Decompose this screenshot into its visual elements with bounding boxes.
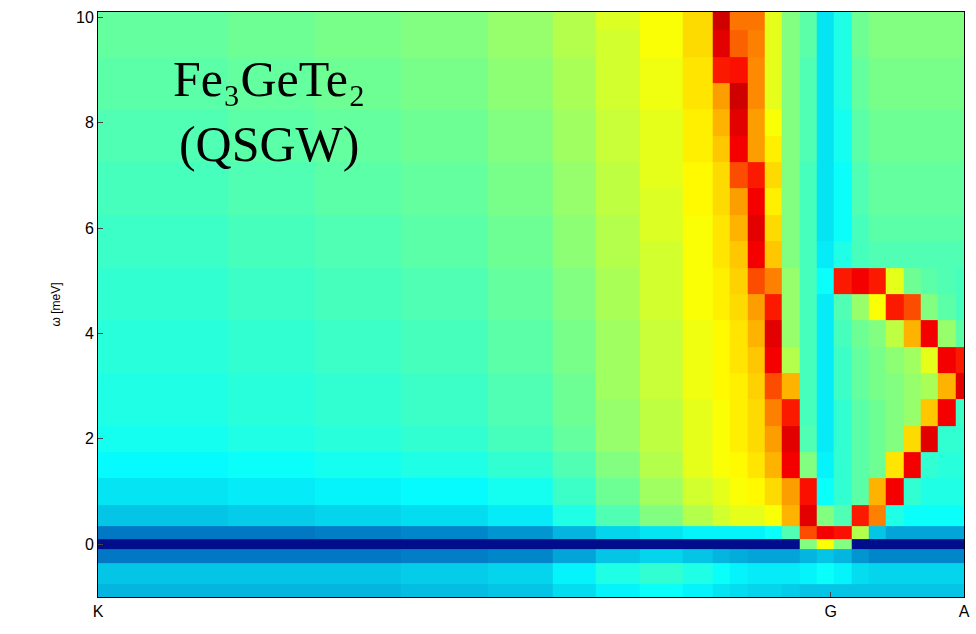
svg-text:6: 6 (85, 220, 94, 237)
svg-text:4: 4 (85, 325, 94, 342)
svg-text:0: 0 (85, 536, 94, 553)
svg-text:8: 8 (85, 114, 94, 131)
svg-text:Fe₃GeTe₂(QSGW): Fe₃GeTe₂(QSGW) (173, 51, 365, 172)
svg-text:G: G (824, 603, 836, 620)
svg-text:A: A (959, 603, 970, 620)
svg-text:10: 10 (76, 9, 94, 26)
svg-text:2: 2 (85, 430, 94, 447)
svg-text:ω [meV]: ω [meV] (49, 282, 63, 326)
svg-text:K: K (93, 603, 104, 620)
